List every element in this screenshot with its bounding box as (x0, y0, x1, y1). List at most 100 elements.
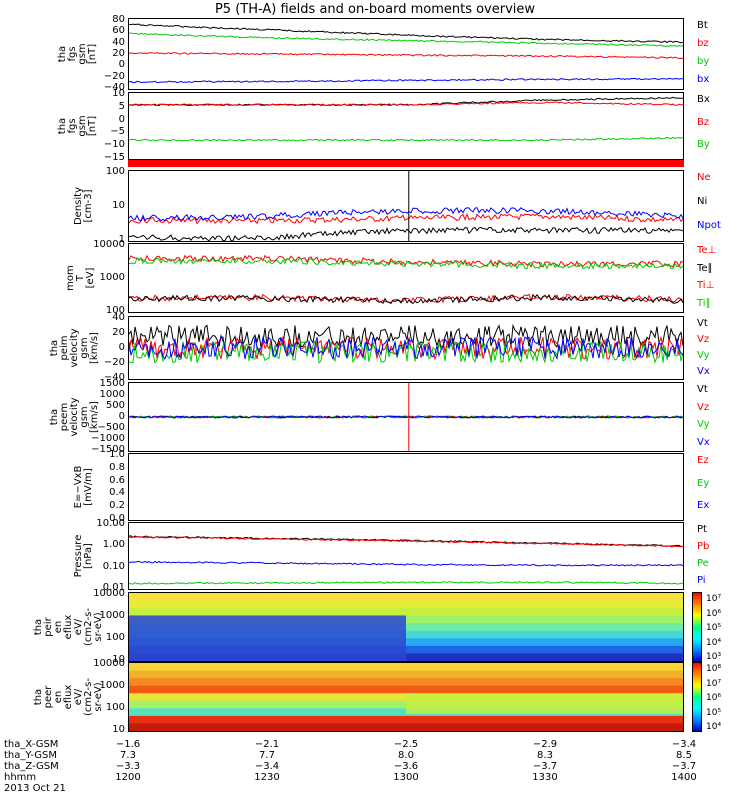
xtick-x: −2.5 (393, 739, 419, 750)
ytick-peem: −1000 (91, 433, 125, 444)
ytick-press: 0.01 (102, 582, 125, 593)
ytick-peem: 1000 (99, 389, 125, 400)
ytick-peem: 1500 (99, 378, 125, 389)
ytick-peer: 100 (105, 702, 125, 713)
ytick-fgs: 80 (112, 14, 125, 25)
series-fgs-bz (129, 52, 683, 59)
panel-peir (128, 592, 684, 662)
xaxis-row-label: hhmm (4, 772, 37, 783)
panel-peer (128, 662, 684, 732)
xtick-y: 7.3 (120, 750, 136, 761)
plot-peem (129, 383, 683, 451)
colorbar-label: 10⁷ (706, 594, 722, 604)
plot-dens (129, 171, 683, 241)
band-peer (129, 678, 683, 687)
band-peer (129, 723, 683, 731)
legend-press: Pt (697, 524, 707, 535)
plot-fgs (129, 23, 683, 84)
series-fgs-Bt (129, 23, 683, 44)
ytick-peir: 10 (112, 654, 125, 665)
ylabel-peim: tha peim velocity gsm [km/s] (49, 328, 100, 368)
xtick-z: −3.7 (671, 761, 697, 772)
ytick-peim: 40 (112, 312, 125, 323)
ytick-peem: −1500 (91, 444, 125, 455)
ytick-fgs: 0 (118, 59, 125, 71)
ytick-peir: 10000 (93, 588, 125, 599)
plot-temp (129, 254, 683, 305)
ytick-fgs: 60 (112, 25, 125, 37)
panel-dens (128, 170, 684, 242)
xtick-y: 7.7 (259, 750, 275, 761)
panel-press (128, 522, 684, 590)
ylabel-temp: mom T [eV] (65, 265, 96, 291)
plot-peir (129, 593, 683, 661)
ytick-peir: 100 (105, 632, 125, 643)
colorbar-label: 10⁶ (706, 693, 722, 703)
legend-efield: Ez (697, 455, 709, 466)
xtick-t: 1300 (393, 772, 419, 783)
plot-efield (129, 454, 683, 520)
plot-press (129, 535, 683, 585)
plot-fgs2 (129, 96, 683, 142)
series-dens-Ne (129, 213, 683, 225)
series-dens-Ni (129, 226, 683, 241)
colorbar-label: 10⁴ (706, 722, 722, 732)
ytick-efield: 0.6 (109, 474, 125, 486)
ytick-fgs2: 0 (118, 113, 125, 125)
legend-efield: Ex (697, 500, 710, 512)
legend-peim: Vt (697, 318, 708, 329)
series-press-Pb (129, 536, 683, 548)
series-peim-Vy (129, 340, 683, 364)
series-press-Pi (129, 560, 683, 567)
ytick-fgs: −40 (103, 82, 125, 93)
ytick-dens: 1 (118, 234, 125, 245)
series-fgs2-Bz (129, 101, 683, 107)
ylabel-fgs2: tha fgs gsm [nT] (57, 115, 98, 137)
ytick-fgs: −20 (103, 70, 125, 82)
ytick-peem: 0 (118, 411, 125, 422)
xtick-x: −1.6 (115, 739, 141, 750)
band-peer (129, 715, 683, 724)
series-press-Pe (129, 581, 683, 585)
series-fgs2-By (129, 136, 683, 142)
ytick-press: 1.00 (102, 539, 125, 551)
band-peir (129, 608, 683, 617)
post-boundary-region (406, 693, 683, 714)
ytick-press: 10.00 (96, 518, 125, 529)
panel-peem (128, 382, 684, 452)
xtick-y: 8.0 (398, 750, 414, 761)
ytick-peer: 10 (112, 724, 125, 735)
legend-peem: Vy (697, 419, 710, 430)
ytick-fgs2: −10 (103, 139, 125, 151)
colorbar-label: 10⁸ (706, 664, 722, 674)
xtick-z: −3.6 (393, 761, 419, 772)
panel-peim (128, 316, 684, 380)
xtick-t: 1400 (671, 772, 697, 783)
ytick-dens: 10 (112, 200, 125, 211)
legend-fgs2: Bz (697, 116, 710, 128)
band-peer (129, 685, 683, 694)
legend-dens: Ni (697, 196, 708, 207)
colorbar-label: 10⁵ (706, 623, 722, 633)
legend-fgs2: By (697, 139, 710, 151)
colorbar-label: 10⁷ (706, 678, 722, 689)
legend-fgs: Bt (697, 20, 708, 31)
series-peem-Vx (129, 415, 683, 419)
xaxis-row-label: tha_Y-GSM (4, 750, 58, 761)
colorbar (692, 592, 702, 662)
ylabel-press: Pressure [nPa] (73, 534, 94, 578)
ytick-fgs2: 10 (112, 88, 125, 99)
legend-fgs2: Bx (697, 94, 710, 105)
legend-press: Pb (697, 541, 710, 552)
ytick-press: 0.10 (102, 560, 125, 572)
xtick-z: −3.4 (254, 761, 280, 772)
series-fgs-by (129, 32, 683, 48)
ytick-peer: 1000 (99, 680, 125, 691)
series-peim-Vt (129, 323, 683, 350)
legend-dens: Ne (697, 172, 711, 183)
colorbar (692, 662, 702, 732)
legend-peem: Vx (697, 436, 710, 448)
ytick-peem: 500 (105, 400, 125, 411)
xtick-x: −2.9 (532, 739, 558, 750)
xtick-t: 1330 (532, 772, 558, 783)
